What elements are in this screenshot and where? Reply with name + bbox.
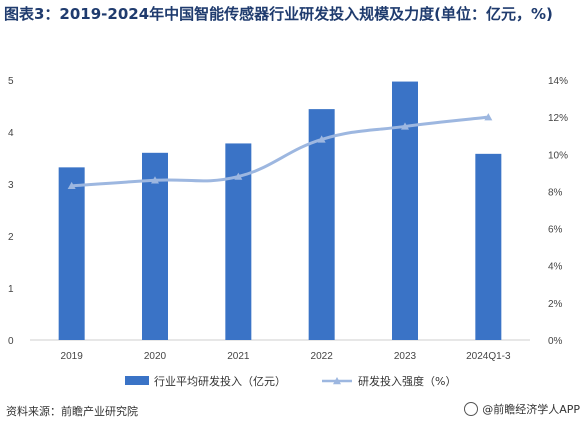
category-label: 2021 xyxy=(227,351,250,362)
line-marker xyxy=(401,122,409,130)
bar xyxy=(142,152,168,340)
wechat-icon xyxy=(464,402,479,416)
legend: 行业平均研发投入（亿元） 研发投入强度（%） xyxy=(125,374,456,388)
left-axis-ticks: 0 1 2 3 4 5 xyxy=(8,76,14,347)
left-tick-label: 4 xyxy=(8,128,14,139)
right-tick-label: 2% xyxy=(548,299,563,310)
source-note: 资料来源：前瞻产业研究院 xyxy=(6,405,138,418)
legend-bar-label: 行业平均研发投入（亿元） xyxy=(154,374,286,388)
category-label: 2020 xyxy=(144,351,167,362)
line-marker xyxy=(234,172,243,180)
left-tick-label: 3 xyxy=(8,180,14,191)
right-tick-label: 12% xyxy=(548,113,568,124)
bar-series xyxy=(58,81,502,341)
watermark: @前瞻经济学人APP xyxy=(464,401,580,417)
category-label: 2023 xyxy=(394,351,417,362)
chart-title: 图表3：2019-2024年中国智能传感器行业研发投入规模及力度(单位：亿元，%… xyxy=(4,5,553,23)
watermark-text: @前瞻经济学人APP xyxy=(482,403,580,416)
line-marker xyxy=(151,176,159,184)
left-tick-label: 5 xyxy=(8,76,14,87)
right-tick-label: 6% xyxy=(548,225,563,236)
left-tick-label: 1 xyxy=(8,284,14,295)
left-tick-label: 0 xyxy=(8,336,14,347)
legend-line-marker xyxy=(333,377,341,385)
line-marker xyxy=(484,113,493,121)
bar xyxy=(58,167,85,340)
line-markers xyxy=(67,113,493,190)
right-tick-label: 10% xyxy=(548,150,568,161)
line-series xyxy=(71,115,489,188)
bar xyxy=(308,109,335,341)
right-tick-label: 8% xyxy=(548,187,563,198)
legend-line-label: 研发投入强度（%） xyxy=(358,374,456,388)
right-tick-label: 14% xyxy=(548,76,568,87)
line-marker xyxy=(67,181,76,190)
category-labels: 2019 2020 2021 2022 2023 2024Q1-3 xyxy=(61,351,511,362)
legend-bar-swatch xyxy=(125,376,149,385)
category-label: 2022 xyxy=(311,351,334,362)
category-label: 2024Q1-3 xyxy=(466,351,511,362)
bar xyxy=(475,153,502,340)
right-tick-label: 0% xyxy=(548,336,563,347)
right-axis-ticks: 0% 2% 4% 6% 8% 10% 12% 14% xyxy=(548,76,568,347)
category-label: 2019 xyxy=(61,351,84,362)
right-tick-label: 4% xyxy=(548,262,563,273)
line-marker xyxy=(317,135,326,143)
bar xyxy=(392,81,418,340)
left-tick-label: 2 xyxy=(8,232,14,243)
